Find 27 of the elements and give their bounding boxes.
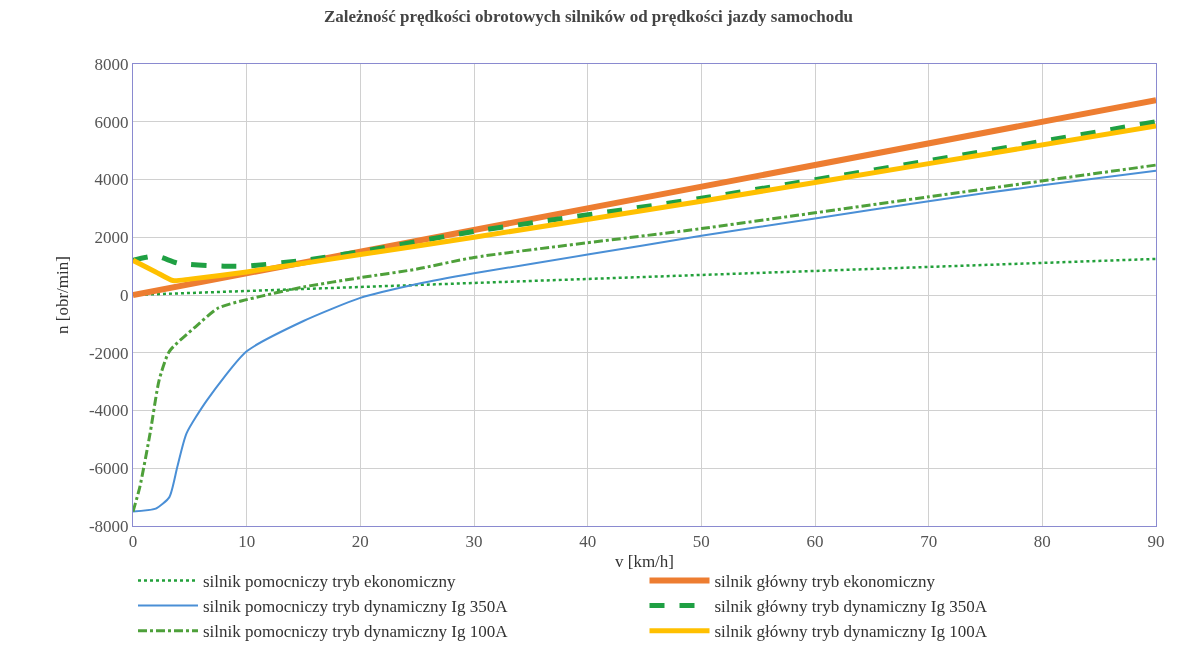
legend-label: silnik pomocniczy tryb ekonomiczny — [203, 572, 457, 592]
chart-title: Zależność prędkości obrotowych silników od prędkości jazdy samochodu — [323, 6, 854, 26]
x-tick-label: 90 — [1147, 532, 1165, 552]
x-tick-label: 70 — [920, 532, 938, 552]
y-tick-label: 4000 — [94, 170, 129, 190]
legend-label: silnik główny tryb ekonomiczny — [714, 572, 936, 592]
x-tick-label: 20 — [351, 532, 369, 552]
legend-label: silnik pomocniczy tryb dynamiczny Ig 100A — [203, 622, 509, 642]
legend-label: silnik główny tryb dynamiczny Ig 350A — [714, 597, 988, 617]
y-tick-label: 2000 — [94, 228, 129, 248]
y-tick-label: 0 — [120, 285, 129, 305]
y-tick-label: -4000 — [88, 401, 129, 421]
x-tick-label: 60 — [806, 532, 824, 552]
x-tick-label: 80 — [1033, 532, 1051, 552]
x-tick-label: 30 — [465, 532, 483, 552]
x-tick-label: 10 — [238, 532, 256, 552]
y-tick-label: 8000 — [94, 54, 129, 74]
y-tick-label: -2000 — [88, 343, 129, 363]
y-tick-label: -6000 — [88, 459, 129, 479]
x-axis-title: v [km/h] — [614, 551, 675, 571]
y-tick-label: 6000 — [94, 112, 129, 132]
y-tick-label: -8000 — [88, 516, 129, 536]
x-tick-label: 40 — [579, 532, 597, 552]
legend-label: silnik główny tryb dynamiczny Ig 100A — [714, 622, 988, 642]
y-axis-title: n [obr/min] — [53, 256, 73, 334]
legend-label: silnik pomocniczy tryb dynamiczny Ig 350A — [203, 597, 509, 617]
x-tick-label: 50 — [692, 532, 710, 552]
